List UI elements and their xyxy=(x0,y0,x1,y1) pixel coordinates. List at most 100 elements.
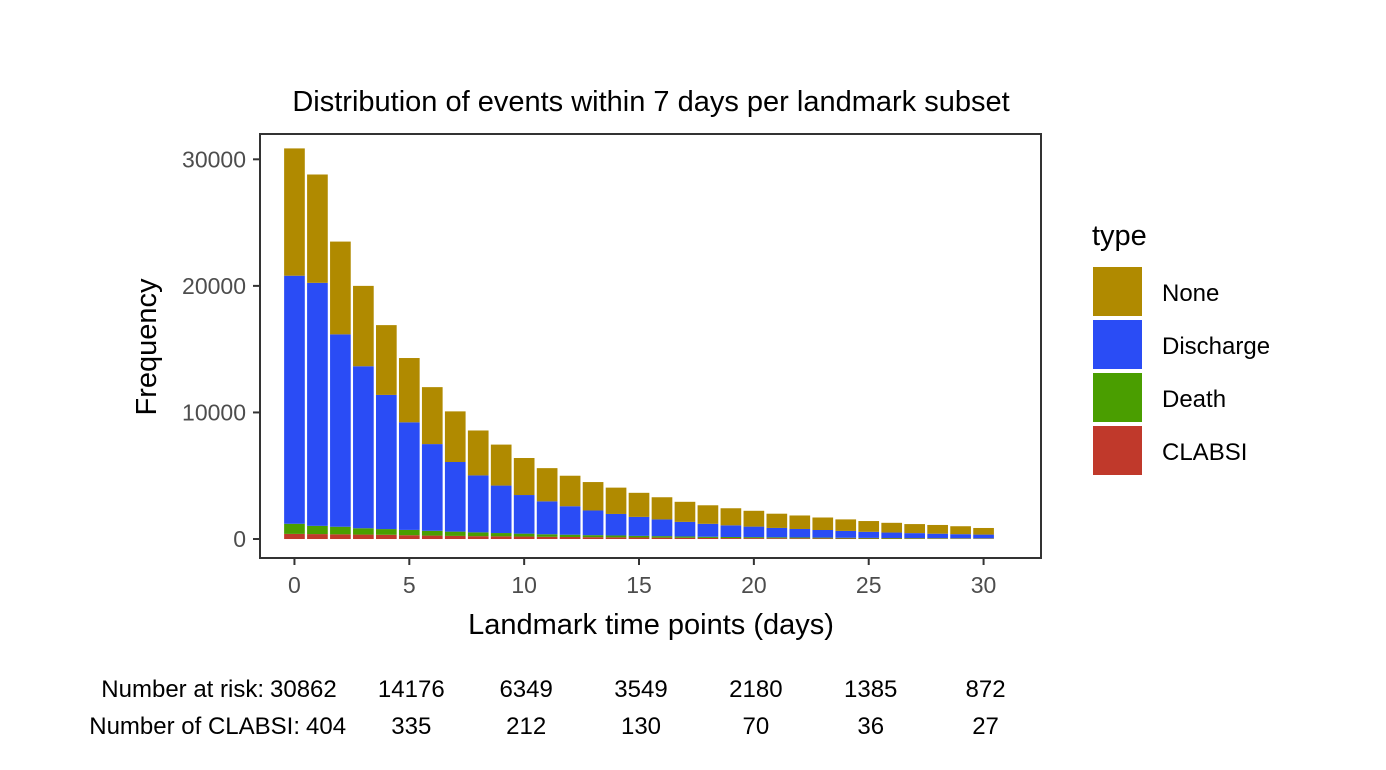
bar-clabsi-22 xyxy=(789,538,811,540)
bar-none-28 xyxy=(927,524,948,534)
bar-clabsi-24 xyxy=(835,538,857,540)
y-tick-label: 10000 xyxy=(182,399,246,425)
legend-key-death xyxy=(1093,373,1142,422)
bar-discharge-4 xyxy=(376,394,397,530)
clabsi-value: 27 xyxy=(972,713,999,740)
bar-none-1 xyxy=(307,174,328,283)
bar-death-21 xyxy=(766,537,788,539)
x-tick-label: 0 xyxy=(288,572,301,598)
clabsi-value: 335 xyxy=(391,713,432,740)
bar-none-2 xyxy=(330,241,351,335)
bar-none-30 xyxy=(973,527,994,535)
bar-death-16 xyxy=(651,536,673,538)
bar-discharge-5 xyxy=(398,422,420,530)
x-tick-label: 25 xyxy=(856,572,882,598)
bar-death-26 xyxy=(881,537,903,539)
bar-none-4 xyxy=(376,325,397,395)
bar-clabsi-20 xyxy=(743,538,765,540)
bar-death-2 xyxy=(330,526,351,535)
clabsi-value: 70 xyxy=(742,713,770,740)
bar-clabsi-5 xyxy=(398,535,420,540)
clabsi-value: 36 xyxy=(857,713,885,740)
bar-clabsi-23 xyxy=(812,538,834,540)
bar-clabsi-17 xyxy=(674,537,696,540)
bar-death-8 xyxy=(467,532,489,537)
bar-clabsi-7 xyxy=(444,535,466,540)
clabsi-label: Number of CLABSI: xyxy=(89,713,300,740)
bar-discharge-13 xyxy=(582,510,604,536)
bar-clabsi-13 xyxy=(582,537,604,540)
x-axis-label: Landmark time points (days) xyxy=(468,609,834,641)
at-risk-value: 14176 xyxy=(377,676,445,703)
bar-death-17 xyxy=(674,536,696,538)
bar-clabsi-3 xyxy=(353,534,374,540)
bar-death-25 xyxy=(858,537,880,539)
bar-discharge-6 xyxy=(421,444,443,531)
bar-discharge-7 xyxy=(444,461,466,532)
bar-clabsi-14 xyxy=(605,537,627,540)
bar-discharge-28 xyxy=(927,533,948,539)
bar-clabsi-8 xyxy=(467,536,489,540)
panel-border xyxy=(259,133,1042,559)
bar-clabsi-2 xyxy=(330,534,351,540)
bar-clabsi-10 xyxy=(513,536,535,540)
bar-none-8 xyxy=(467,430,489,476)
at-risk-value: 30862 xyxy=(270,676,337,703)
bar-none-0 xyxy=(284,148,305,276)
bar-none-16 xyxy=(651,497,673,520)
bar-discharge-3 xyxy=(353,366,374,529)
bar-discharge-27 xyxy=(904,533,925,539)
y-tick-label: 30000 xyxy=(182,146,246,172)
bar-none-25 xyxy=(858,521,880,532)
bar-death-23 xyxy=(812,537,834,539)
bar-none-12 xyxy=(559,475,581,507)
bar-discharge-29 xyxy=(950,534,971,539)
bar-none-14 xyxy=(605,487,627,514)
bar-discharge-2 xyxy=(330,334,351,527)
bar-none-26 xyxy=(881,522,903,533)
bar-death-9 xyxy=(490,533,512,537)
chart-title: Distribution of events within 7 days per… xyxy=(292,86,1009,118)
bar-discharge-20 xyxy=(743,526,765,538)
bar-death-11 xyxy=(536,534,558,537)
legend-key-discharge xyxy=(1093,320,1142,369)
bar-clabsi-6 xyxy=(421,535,443,540)
bar-discharge-19 xyxy=(720,525,742,537)
bar-none-3 xyxy=(353,285,374,367)
bar-death-13 xyxy=(582,535,604,538)
bar-none-21 xyxy=(766,513,788,528)
legend-title: type xyxy=(1092,220,1147,252)
bar-discharge-8 xyxy=(467,475,489,533)
bar-none-11 xyxy=(536,468,558,502)
bar-clabsi-4 xyxy=(376,534,397,540)
bar-discharge-12 xyxy=(559,506,581,535)
bar-none-22 xyxy=(789,515,811,529)
bar-discharge-16 xyxy=(651,519,673,537)
bar-none-5 xyxy=(398,358,420,423)
bar-discharge-22 xyxy=(789,528,811,538)
bar-clabsi-21 xyxy=(766,538,788,540)
bar-none-6 xyxy=(421,387,443,445)
bar-discharge-18 xyxy=(697,523,719,537)
bar-clabsi-16 xyxy=(651,537,673,540)
legend-label-discharge: Discharge xyxy=(1162,333,1270,360)
clabsi-value: 212 xyxy=(506,713,547,740)
bar-none-24 xyxy=(835,519,857,531)
bar-death-0 xyxy=(284,523,305,534)
bar-death-28 xyxy=(927,538,948,539)
bar-none-27 xyxy=(904,524,925,534)
legend-key-clabsi xyxy=(1093,426,1142,475)
bar-none-15 xyxy=(628,492,650,517)
bar-discharge-25 xyxy=(858,531,880,538)
bar-discharge-21 xyxy=(766,527,788,538)
bar-discharge-24 xyxy=(835,530,857,538)
bar-death-27 xyxy=(904,538,925,539)
bar-discharge-1 xyxy=(307,282,328,526)
bar-death-7 xyxy=(444,531,466,536)
bar-none-29 xyxy=(950,526,971,535)
at-risk-value: 6349 xyxy=(499,676,553,703)
legend: type None Discharge Death CLABSI xyxy=(1092,220,1270,475)
bar-death-12 xyxy=(559,534,581,537)
bar-none-19 xyxy=(720,508,742,526)
